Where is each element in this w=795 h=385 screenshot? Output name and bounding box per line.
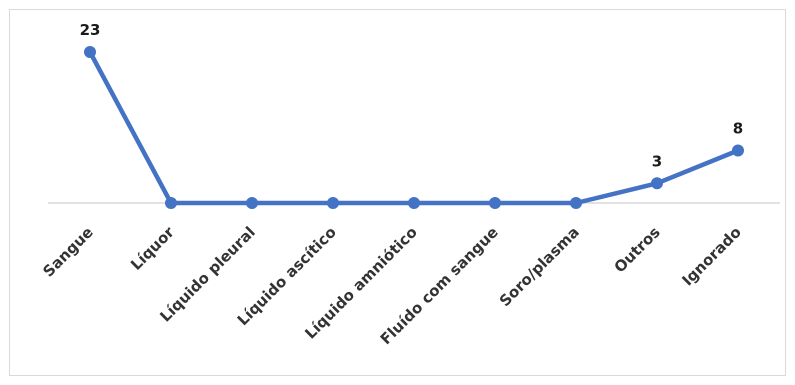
series-line <box>87 49 741 206</box>
data-point <box>489 197 501 209</box>
data-point <box>570 197 582 209</box>
data-label: 3 <box>652 152 662 170</box>
chart-frame <box>9 9 786 376</box>
data-label: 23 <box>80 21 101 39</box>
data-label: 8 <box>733 119 743 137</box>
data-point <box>651 177 663 190</box>
x-tick-label: Ignorado <box>678 223 744 289</box>
data-point <box>246 197 258 209</box>
x-tick-label: Outros <box>611 223 664 276</box>
data-point <box>408 197 420 209</box>
x-tick-label: Líquor <box>127 223 178 274</box>
data-point <box>732 144 744 157</box>
data-point <box>327 197 339 209</box>
data-point <box>165 197 177 209</box>
x-tick-label: Soro/plasma <box>496 223 583 310</box>
x-tick-label: Sangue <box>39 223 96 280</box>
data-point <box>84 46 96 58</box>
